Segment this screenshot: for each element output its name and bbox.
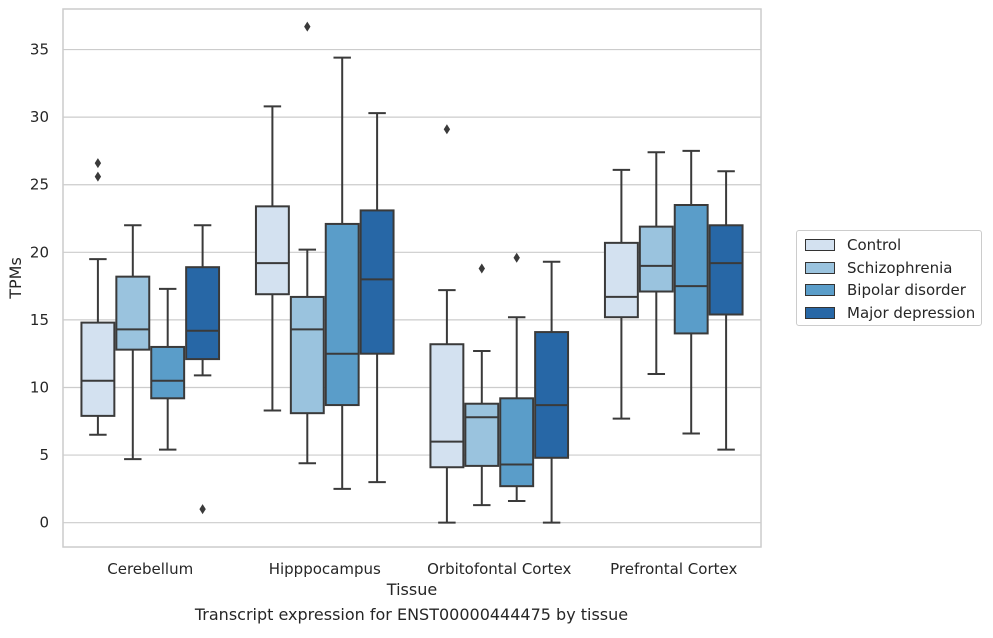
- box-schizophrenia: [289, 21, 325, 465]
- box-iqr: [289, 295, 325, 415]
- box-iqr: [603, 241, 639, 319]
- legend-label: Schizophrenia: [847, 258, 953, 277]
- box-major-depression: [708, 170, 744, 451]
- box-control: [254, 105, 290, 412]
- box-bipolar-disorder: [324, 56, 360, 490]
- legend-item-bipolar-disorder: Bipolar disorder: [805, 280, 966, 300]
- legend-label: Major depression: [847, 303, 976, 322]
- box-major-depression: [534, 260, 570, 524]
- box-iqr: [708, 224, 744, 316]
- x-tick-label: Prefrontal Cortex: [610, 560, 737, 578]
- y-tick-label: 35: [30, 41, 49, 59]
- box-iqr: [673, 204, 709, 335]
- box-schizophrenia: [464, 263, 500, 507]
- box-iqr: [534, 331, 570, 459]
- legend-label: Bipolar disorder: [847, 281, 966, 299]
- legend-item-schizophrenia: Schizophrenia: [805, 258, 952, 278]
- legend-swatch: [805, 239, 835, 251]
- legend-swatch: [805, 284, 835, 296]
- boxes-layer: [80, 21, 744, 524]
- box-iqr: [638, 225, 674, 293]
- y-tick-label: 30: [30, 108, 49, 126]
- x-tick-label: Orbitofontal Cortex: [427, 560, 571, 578]
- box-iqr: [185, 266, 221, 361]
- box-schizophrenia: [638, 151, 674, 375]
- y-axis-label: TPMs: [6, 257, 25, 300]
- box-iqr: [80, 321, 116, 417]
- y-tick-label: 25: [30, 176, 49, 194]
- box-bipolar-disorder: [499, 252, 535, 503]
- box-control: [603, 168, 639, 420]
- box-major-depression: [359, 112, 395, 484]
- outlier-point: [478, 263, 485, 274]
- outlier-point: [513, 252, 520, 263]
- x-tick-label: Hipppocampus: [269, 560, 381, 578]
- x-axis-label: Tissue: [386, 580, 437, 599]
- plot-frame: [62, 8, 762, 548]
- chart-caption: Transcript expression for ENST0000044447…: [194, 605, 629, 624]
- legend-label: Control: [847, 236, 902, 254]
- legend-item-major-depression: Major depression: [805, 303, 975, 323]
- box-bipolar-disorder: [150, 287, 186, 451]
- box-major-depression: [185, 224, 221, 515]
- box-schizophrenia: [115, 224, 151, 461]
- outlier-point: [199, 504, 206, 515]
- outlier-point: [94, 158, 102, 169]
- box-control: [80, 158, 116, 436]
- box-iqr: [150, 345, 186, 400]
- outlier-point: [94, 171, 102, 182]
- legend-item-control: Control: [805, 235, 901, 255]
- box-iqr: [115, 275, 151, 351]
- box-iqr: [359, 209, 395, 355]
- x-tick-label: Cerebellum: [107, 560, 193, 578]
- box-control: [429, 124, 465, 524]
- box-iqr: [499, 397, 535, 488]
- y-tick-label: 0: [39, 514, 49, 532]
- legend-swatch: [805, 261, 835, 274]
- y-tick-label: 15: [30, 311, 49, 329]
- outlier-point: [443, 124, 451, 135]
- box-iqr: [324, 222, 360, 407]
- box-bipolar-disorder: [673, 149, 709, 435]
- outlier-point: [304, 21, 311, 32]
- legend: Control Schizophrenia Bipolar disorder Majo…: [796, 230, 982, 326]
- y-tick-label: 20: [30, 243, 49, 261]
- box-iqr: [464, 402, 500, 467]
- box-iqr: [254, 205, 290, 296]
- legend-swatch: [805, 306, 835, 319]
- y-tick-label: 5: [39, 446, 49, 464]
- x-axis: Cerebellum Hipppocampus Orbitofontal Corte…: [107, 560, 737, 578]
- y-axis: 0 5 10 15 20 25 30 35: [30, 41, 49, 532]
- box-iqr: [429, 343, 465, 469]
- y-tick-label: 10: [30, 378, 49, 396]
